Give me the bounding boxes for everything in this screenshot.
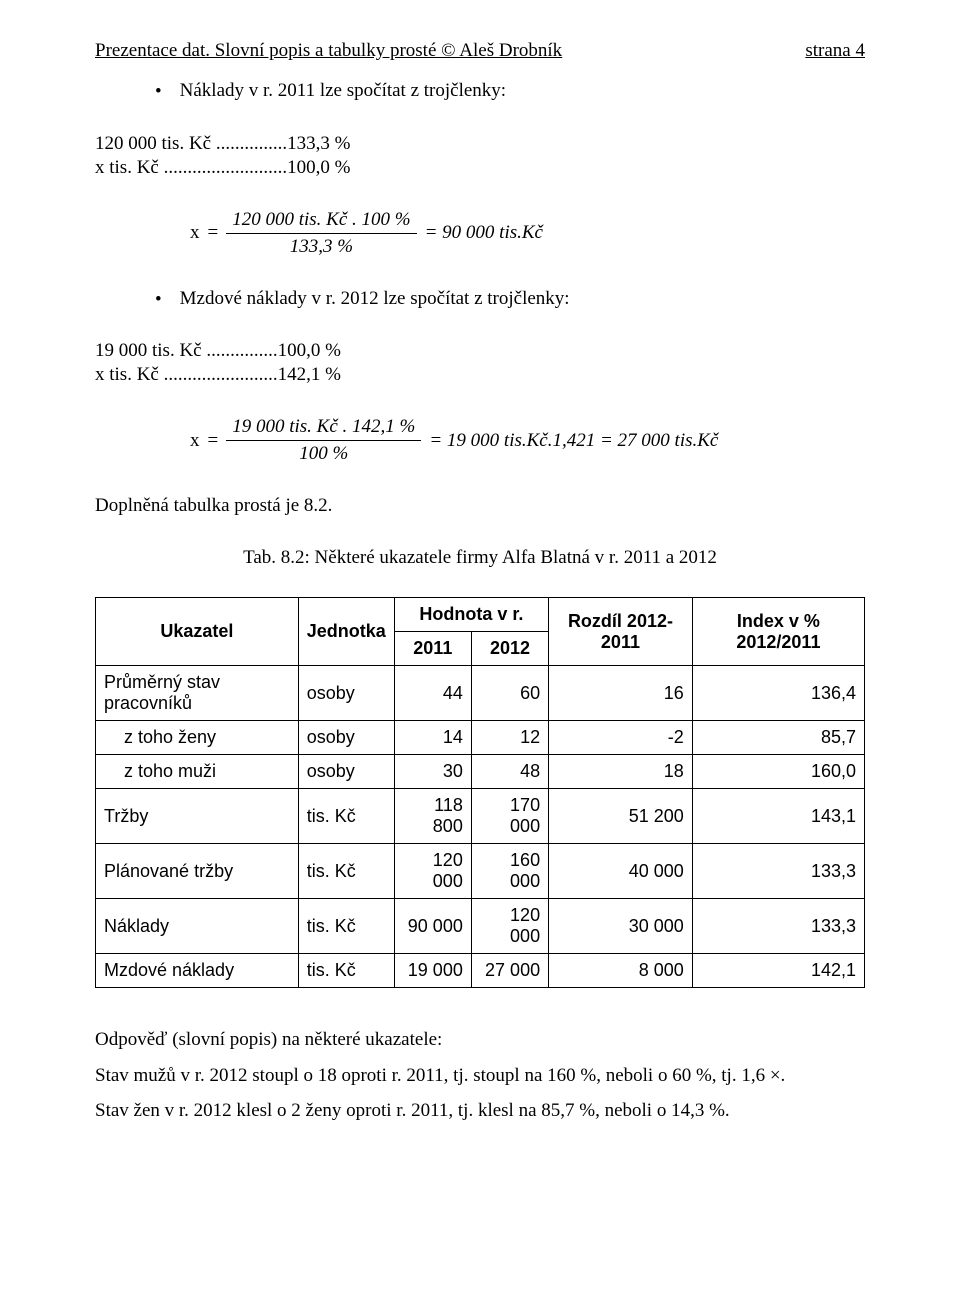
cell-value: 160 000 [471,844,548,899]
bullet-text: Mzdové náklady v r. 2012 lze spočítat z … [180,288,570,310]
col-ukazatel: Ukazatel [96,598,299,666]
cell-label: Tržby [96,789,299,844]
table-header-row: Ukazatel Jednotka Hodnota v r. Rozdíl 20… [96,598,865,632]
col-hodnota: Hodnota v r. [394,598,548,632]
cell-value: 133,3 [692,844,864,899]
fraction-denominator: 133,3 % [284,234,359,258]
document-page: Prezentace dat. Slovní popis a tabulky p… [0,0,960,1168]
col-rozdil: Rozdíl 2012-2011 [549,598,693,666]
table-row: z toho mužiosoby304818160,0 [96,755,865,789]
formula-1: x = 120 000 tis. Kč . 100 % 133,3 % = 90… [190,209,865,258]
cell-value: 85,7 [692,721,864,755]
bullet-item-1: • Náklady v r. 2011 lze spočítat z trojč… [155,80,865,105]
formula-lhs: x [190,222,200,244]
cell-label: Plánované tržby [96,844,299,899]
header-right: strana 4 [805,40,865,62]
cell-value: 120 000 [394,844,471,899]
formula-rhs: = 19 000 tis.Kč.1,421 = 27 000 tis.Kč [429,430,718,452]
fraction: 19 000 tis. Kč . 142,1 % 100 % [226,416,421,465]
cell-unit: tis. Kč [298,844,394,899]
col-jednotka: Jednotka [298,598,394,666]
cell-value: 40 000 [549,844,693,899]
cell-unit: osoby [298,721,394,755]
cell-value: 18 [549,755,693,789]
cell-value: 136,4 [692,666,864,721]
equals-sign: = [208,222,219,244]
table-row: Mzdové nákladytis. Kč19 00027 0008 00014… [96,954,865,988]
bullet-icon: • [155,80,162,105]
cell-value: 118 800 [394,789,471,844]
cell-label: z toho ženy [96,721,299,755]
relation-block-2: 19 000 tis. Kč ...............100,0 % x … [95,340,865,386]
col-index: Index v % 2012/2011 [692,598,864,666]
answer-block: Odpověď (slovní popis) na některé ukazat… [95,1022,865,1127]
answer-line: Odpověď (slovní popis) na některé ukazat… [95,1022,865,1057]
fraction: 120 000 tis. Kč . 100 % 133,3 % [226,209,416,258]
cell-value: 120 000 [471,899,548,954]
cell-value: 160,0 [692,755,864,789]
cell-value: 51 200 [549,789,693,844]
equals-sign: = [208,430,219,452]
cell-unit: tis. Kč [298,899,394,954]
table-body: Průměrný stav pracovníkůosoby446016136,4… [96,666,865,988]
cell-unit: osoby [298,755,394,789]
cell-unit: tis. Kč [298,789,394,844]
relation-block-1: 120 000 tis. Kč ...............133,3 % x… [95,133,865,179]
formula-lhs: x [190,430,200,452]
col-2011: 2011 [394,632,471,666]
bullet-text: Náklady v r. 2011 lze spočítat z trojčle… [180,80,506,102]
cell-value: 142,1 [692,954,864,988]
cell-label: z toho muži [96,755,299,789]
cell-value: 30 000 [549,899,693,954]
formula-rhs: = 90 000 tis.Kč [425,222,543,244]
fraction-numerator: 19 000 tis. Kč . 142,1 % [226,416,421,441]
cell-value: 48 [471,755,548,789]
relation-line: 19 000 tis. Kč ...............100,0 % [95,340,865,362]
answer-line: Stav mužů v r. 2012 stoupl o 18 oproti r… [95,1058,865,1093]
cell-value: 16 [549,666,693,721]
cell-value: 30 [394,755,471,789]
formula-2: x = 19 000 tis. Kč . 142,1 % 100 % = 19 … [190,416,865,465]
fraction-numerator: 120 000 tis. Kč . 100 % [226,209,416,234]
col-2012: 2012 [471,632,548,666]
cell-unit: osoby [298,666,394,721]
cell-value: 143,1 [692,789,864,844]
cell-value: 8 000 [549,954,693,988]
header-left: Prezentace dat. Slovní popis a tabulky p… [95,40,562,62]
cell-value: 60 [471,666,548,721]
table-row: Plánované tržbytis. Kč120 000160 00040 0… [96,844,865,899]
cell-value: 12 [471,721,548,755]
cell-value: 90 000 [394,899,471,954]
sentence: Doplněná tabulka prostá je 8.2. [95,495,865,517]
cell-value: 27 000 [471,954,548,988]
page-header: Prezentace dat. Slovní popis a tabulky p… [95,40,865,62]
cell-value: 14 [394,721,471,755]
bullet-icon: • [155,288,162,313]
cell-value: 133,3 [692,899,864,954]
cell-value: 44 [394,666,471,721]
table-row: Tržbytis. Kč118 800170 00051 200143,1 [96,789,865,844]
table-caption: Tab. 8.2: Některé ukazatele firmy Alfa B… [95,547,865,569]
table-row: z toho ženyosoby1412-285,7 [96,721,865,755]
answer-line: Stav žen v r. 2012 klesl o 2 ženy oproti… [95,1093,865,1128]
table-row: Průměrný stav pracovníkůosoby446016136,4 [96,666,865,721]
table-head: Ukazatel Jednotka Hodnota v r. Rozdíl 20… [96,598,865,666]
cell-label: Mzdové náklady [96,954,299,988]
table-row: Nákladytis. Kč90 000120 00030 000133,3 [96,899,865,954]
relation-line: x tis. Kč ........................142,1 … [95,364,865,386]
cell-unit: tis. Kč [298,954,394,988]
cell-value: -2 [549,721,693,755]
relation-line: x tis. Kč ..........................100,… [95,157,865,179]
data-table: Ukazatel Jednotka Hodnota v r. Rozdíl 20… [95,597,865,988]
cell-value: 170 000 [471,789,548,844]
cell-label: Průměrný stav pracovníků [96,666,299,721]
relation-line: 120 000 tis. Kč ...............133,3 % [95,133,865,155]
fraction-denominator: 100 % [293,441,354,465]
cell-label: Náklady [96,899,299,954]
cell-value: 19 000 [394,954,471,988]
bullet-item-2: • Mzdové náklady v r. 2012 lze spočítat … [155,288,865,313]
